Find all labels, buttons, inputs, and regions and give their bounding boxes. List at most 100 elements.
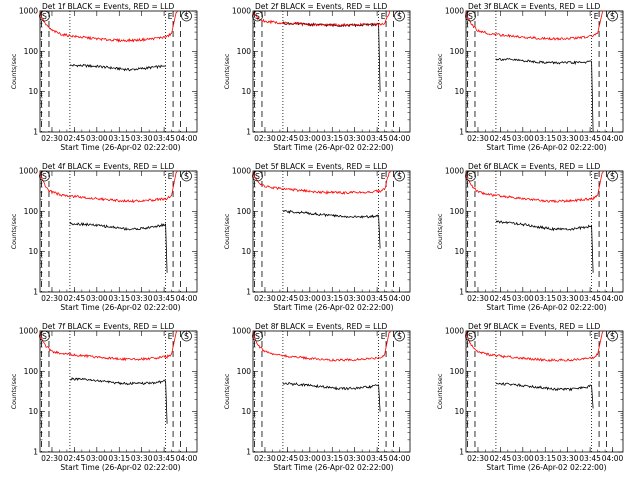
- x-axis-label: Start Time (26-Apr-02 02:22:00): [486, 143, 606, 152]
- y-tick-label: 10: [454, 407, 464, 416]
- x-tick-label: 02:30: [254, 134, 276, 143]
- start-marker-circle: [39, 170, 50, 182]
- y-tick-label: 1000: [232, 167, 251, 176]
- panel-det-3f: Det 3f BLACK = Events, RED = LLD 1 10 100 10…: [426, 0, 639, 160]
- lld-series-line: [465, 170, 604, 203]
- x-tick-label: 03:00: [86, 134, 108, 143]
- y-tick-label: 1000: [19, 7, 38, 16]
- chart-title: Det 4f BLACK = Events, RED = LLD: [42, 162, 175, 171]
- chart-title: Det 3f BLACK = Events, RED = LLD: [468, 2, 601, 11]
- start-marker-circle: [252, 330, 263, 342]
- y-tick-label: 1000: [445, 7, 464, 16]
- x-tick-label: 02:45: [277, 294, 299, 303]
- x-tick-label: 03:30: [344, 454, 366, 463]
- y-tick-label: 100: [24, 207, 39, 216]
- x-tick-label: 03:00: [299, 294, 321, 303]
- x-tick-label: 03:15: [321, 134, 343, 143]
- x-tick-label: 03:30: [557, 294, 579, 303]
- chart-svg: Det 4f BLACK = Events, RED = LLD 1 10 100 10…: [10, 162, 198, 312]
- start-marker-circle: [465, 330, 476, 342]
- chart-title: Det 1f BLACK = Events, RED = LLD: [42, 2, 175, 11]
- panel-det-1f: Det 1f BLACK = Events, RED = LLD 1 10 100 10…: [0, 0, 213, 160]
- events-series-line: [69, 63, 166, 72]
- x-tick-label: 02:45: [277, 134, 299, 143]
- start-marker-label: S: [184, 12, 189, 21]
- start-marker-label: S: [184, 332, 189, 341]
- x-tick-label: 02:30: [254, 294, 276, 303]
- x-tick-label: 02:45: [64, 454, 86, 463]
- x-tick-label: 03:00: [299, 134, 321, 143]
- x-tick-label: 03:30: [131, 454, 153, 463]
- x-tick-label: 04:00: [176, 134, 198, 143]
- y-tick-label: 10: [454, 247, 464, 256]
- y-tick-label: 100: [450, 207, 465, 216]
- start-marker-label: S: [610, 332, 615, 341]
- y-tick-label: 10: [241, 247, 251, 256]
- start-marker-label: S: [468, 172, 473, 181]
- end-marker-label: E: [381, 172, 386, 181]
- x-axis-label: Start Time (26-Apr-02 02:22:00): [486, 463, 606, 472]
- y-tick-label: 1: [459, 448, 464, 457]
- y-tick-label: 1000: [445, 327, 464, 336]
- end-marker-label: E: [168, 12, 173, 21]
- start-marker-circle: [394, 170, 405, 182]
- y-tick-label: 1000: [445, 167, 464, 176]
- start-marker-label: S: [610, 172, 615, 181]
- panel-det-7f: Det 7f BLACK = Events, RED = LLD 1 10 100 10…: [0, 320, 213, 480]
- panel-det-8f: Det 8f BLACK = Events, RED = LLD 1 10 100 10…: [213, 320, 426, 480]
- x-tick-label: 03:45: [579, 294, 601, 303]
- y-tick-label: 10: [28, 407, 38, 416]
- y-tick-label: 100: [237, 207, 252, 216]
- y-axis-label: Counts/sec: [10, 373, 18, 409]
- start-marker-label: S: [255, 172, 260, 181]
- y-tick-label: 100: [24, 367, 39, 376]
- y-tick-label: 100: [450, 367, 465, 376]
- start-marker-circle: [252, 170, 263, 182]
- y-axis-label: Counts/sec: [10, 213, 18, 249]
- x-tick-label: 03:45: [366, 454, 388, 463]
- x-tick-label: 03:45: [153, 454, 175, 463]
- chart-svg: Det 2f BLACK = Events, RED = LLD 1 10 100 10…: [223, 2, 411, 152]
- x-axis-label: Start Time (26-Apr-02 02:22:00): [273, 143, 393, 152]
- start-marker-circle: [607, 10, 618, 22]
- axes-frame: [252, 10, 411, 133]
- y-tick-label: 1: [459, 288, 464, 297]
- start-marker-circle: [39, 330, 50, 342]
- y-tick-label: 1000: [19, 167, 38, 176]
- x-tick-label: 02:30: [41, 454, 63, 463]
- start-marker-label: S: [184, 172, 189, 181]
- x-tick-label: 02:45: [490, 454, 512, 463]
- start-marker-label: S: [468, 12, 473, 21]
- lld-series-line: [252, 10, 391, 27]
- start-marker-circle: [394, 10, 405, 22]
- y-tick-label: 10: [454, 87, 464, 96]
- start-marker-label: S: [42, 332, 47, 341]
- x-tick-label: 02:30: [41, 294, 63, 303]
- chart-svg: Det 6f BLACK = Events, RED = LLD 1 10 100 10…: [436, 162, 624, 312]
- y-tick-label: 100: [24, 47, 39, 56]
- x-axis-label: Start Time (26-Apr-02 02:22:00): [60, 463, 180, 472]
- x-tick-label: 04:00: [389, 294, 411, 303]
- y-tick-label: 10: [241, 87, 251, 96]
- start-marker-label: S: [610, 12, 615, 21]
- x-axis-label: Start Time (26-Apr-02 02:22:00): [60, 303, 180, 312]
- x-tick-label: 02:30: [467, 294, 489, 303]
- axes-frame: [252, 330, 411, 453]
- x-tick-label: 03:00: [512, 134, 534, 143]
- y-tick-label: 1: [246, 288, 251, 297]
- x-tick-label: 03:30: [131, 294, 153, 303]
- y-axis-label: Counts/sec: [436, 53, 444, 89]
- panel-det-2f: Det 2f BLACK = Events, RED = LLD 1 10 100 10…: [213, 0, 426, 160]
- x-tick-label: 02:45: [64, 294, 86, 303]
- x-axis-label: Start Time (26-Apr-02 02:22:00): [486, 303, 606, 312]
- start-marker-circle: [465, 10, 476, 22]
- x-tick-label: 03:45: [153, 134, 175, 143]
- x-tick-label: 03:15: [108, 454, 130, 463]
- y-tick-label: 1: [246, 128, 251, 137]
- y-tick-label: 10: [28, 247, 38, 256]
- y-axis-label: Counts/sec: [436, 373, 444, 409]
- x-axis-label: Start Time (26-Apr-02 02:22:00): [273, 303, 393, 312]
- axes-frame: [252, 170, 411, 293]
- x-tick-label: 02:45: [277, 454, 299, 463]
